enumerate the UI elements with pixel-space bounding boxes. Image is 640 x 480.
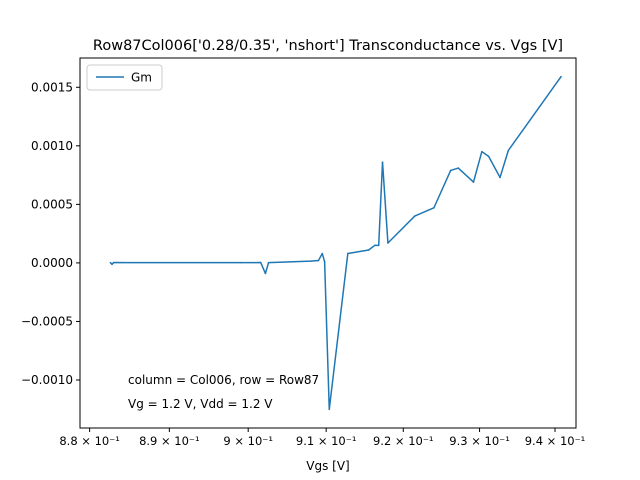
data-point [457, 167, 460, 169]
legend-label-gm: Gm [131, 71, 152, 85]
data-point [321, 252, 324, 255]
data-point [267, 261, 270, 264]
chart-title: Row87Col006['0.28/0.35', 'nshort'] Trans… [93, 38, 563, 54]
plot-area-frame [79, 57, 577, 429]
data-point [413, 215, 416, 217]
series-layer [109, 75, 562, 411]
x-tick-label: 9.4 × 10⁻¹ [525, 434, 586, 448]
data-point [507, 149, 510, 152]
data-point [499, 176, 501, 179]
x-tick-label: 9.2 × 10⁻¹ [373, 434, 434, 448]
x-tick-label: 9.1 × 10⁻¹ [296, 434, 357, 448]
legend: Gm [86, 64, 163, 91]
data-point [433, 207, 435, 209]
y-tick-label: −0.0005 [21, 314, 73, 328]
data-point [328, 408, 331, 411]
y-tick-label: 0.0005 [31, 197, 73, 211]
data-point [111, 263, 113, 266]
data-point [309, 260, 312, 262]
y-tick-label: 0.0000 [31, 256, 73, 270]
data-point [317, 259, 320, 262]
annotation-voltages: Vg = 1.2 V, Vdd = 1.2 V [128, 397, 273, 411]
x-axis-label: Vgs [V] [306, 459, 349, 473]
data-point [387, 242, 389, 244]
data-point [367, 249, 370, 251]
x-tick-label: 8.9 × 10⁻¹ [139, 434, 200, 448]
data-point [109, 261, 112, 264]
y-tick-label: −0.0010 [21, 373, 73, 387]
data-point [449, 169, 452, 172]
x-axis: 8.8 × 10⁻¹ 8.9 × 10⁻¹ 9 × 10⁻¹ 9.1 × 10⁻¹ 9.… [59, 428, 585, 448]
y-tick-label: 0.0010 [31, 139, 73, 153]
data-point [347, 252, 349, 255]
data-point [487, 155, 490, 158]
data-point [239, 261, 242, 264]
data-point [264, 272, 267, 275]
x-tick-label: 9.3 × 10⁻¹ [449, 434, 510, 448]
data-point [481, 150, 483, 153]
data-point [560, 75, 562, 78]
x-tick-label: 8.8 × 10⁻¹ [59, 434, 120, 448]
series-line-gm [109, 76, 562, 411]
data-point [472, 181, 475, 183]
data-point [381, 161, 384, 164]
data-point [374, 244, 376, 247]
data-point [323, 260, 326, 263]
y-tick-label: 0.0015 [31, 80, 73, 94]
y-axis: 0.0015 0.0010 0.0005 0.0000 −0.0005 −0.0010 [21, 80, 80, 387]
data-point [259, 261, 262, 264]
data-point [112, 261, 115, 264]
legend-box [86, 64, 163, 91]
data-point [377, 244, 380, 247]
annotation-location: column = Col006, row = Row87 [128, 373, 319, 387]
x-tick-label: 9 × 10⁻¹ [223, 434, 273, 448]
